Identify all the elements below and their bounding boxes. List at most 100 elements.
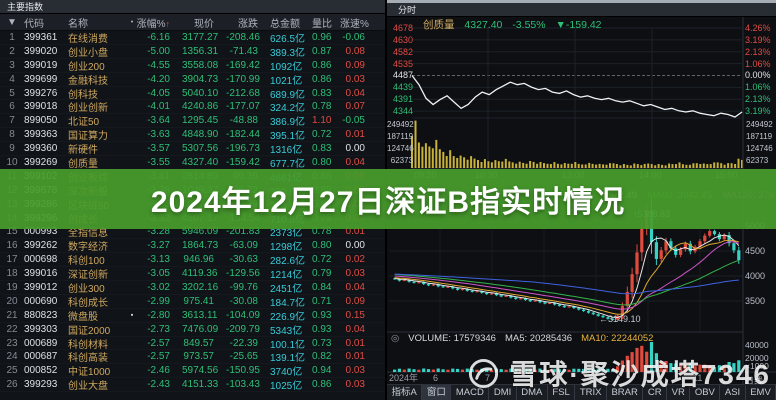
stock-code: 000689 bbox=[24, 337, 58, 349]
header-speed[interactable]: 涨速% bbox=[340, 18, 369, 30]
current-price: 5974.56 bbox=[182, 365, 219, 377]
change-amount: -99.76 bbox=[229, 281, 258, 293]
change-percent: -6.16 bbox=[147, 31, 170, 43]
toolbar-button-left-1[interactable]: 窗口 bbox=[422, 385, 452, 400]
change-amount: -30.08 bbox=[229, 295, 258, 307]
row-number: 21 bbox=[6, 309, 18, 321]
table-row[interactable]: 26 399293 创业大盘 -2.43 4151.33 -103.43 1025亿 0.86… bbox=[0, 378, 385, 392]
header-price[interactable]: 现价 bbox=[194, 18, 214, 30]
table-row[interactable]: 1 399361 在线消费 -6.16 3177.27 -208.46 626.5亿 0.96… bbox=[0, 31, 385, 45]
table-row[interactable]: 6 399018 创业创新 -4.01 4240.86 -177.07 324.2亿 0.78… bbox=[0, 100, 385, 114]
table-row[interactable]: 21 880823 微盘股 ▪ -2.80 3613.11 -104.09 226.9亿 0.9… bbox=[0, 309, 385, 323]
header-amount[interactable]: 总金额 bbox=[270, 18, 300, 30]
stock-code: 880823 bbox=[24, 309, 58, 321]
change-amount: -169.42 bbox=[226, 59, 260, 71]
change-amount: -25.65 bbox=[229, 351, 258, 363]
table-row[interactable]: 7 899050 北证50 -3.64 1295.45 -48.88 386.9亿 1.10-… bbox=[0, 114, 385, 128]
current-price: 7476.09 bbox=[182, 323, 219, 335]
change-percent: -4.20 bbox=[147, 73, 170, 85]
news-banner: 2024年12月27日深证B指实时情况 bbox=[0, 169, 776, 229]
toolbar-button-left-4[interactable]: DMA bbox=[517, 385, 548, 400]
volume-ratio: 0.83 bbox=[312, 87, 332, 99]
row-number: 1 bbox=[9, 31, 15, 43]
change-percent: -2.80 bbox=[147, 309, 170, 321]
change-percent: -3.63 bbox=[147, 129, 170, 141]
low-annotation: ←3149.10 bbox=[599, 314, 641, 324]
toolbar-button-left-11[interactable]: ASI bbox=[720, 385, 746, 400]
current-price: 4151.33 bbox=[182, 379, 219, 391]
change-amount: -182.44 bbox=[226, 129, 260, 141]
table-row[interactable]: 8 399363 国证算力 -3.63 4848.90 -182.44 395.1亿 0.72… bbox=[0, 128, 385, 142]
table-row[interactable]: 9 399360 新硬件 -3.57 5307.56 -196.73 1316亿 0.83 0.… bbox=[0, 142, 385, 156]
stock-name: 微盘股 bbox=[68, 311, 98, 323]
change-speed: 0.09 bbox=[345, 295, 365, 307]
table-row[interactable]: 20 000690 科创成长 -2.99 975.41 -30.08 184.7亿 0.71 0… bbox=[0, 295, 385, 309]
tab-intraday[interactable]: 分时 bbox=[387, 3, 776, 17]
toolbar-button-left-9[interactable]: VR bbox=[667, 385, 691, 400]
index-table-body: 1 399361 在线消费 -6.16 3177.27 -208.46 626.5亿 0.96… bbox=[0, 31, 385, 392]
table-row[interactable]: 17 000698 科创100 -3.13 946.96 -30.63 282.6亿 0.72… bbox=[0, 253, 385, 267]
row-number: 25 bbox=[6, 365, 18, 377]
change-speed: 0.03 bbox=[345, 365, 365, 377]
current-price: 5307.56 bbox=[182, 143, 219, 155]
stock-code: 899050 bbox=[24, 115, 58, 127]
stock-code: 399012 bbox=[24, 281, 58, 293]
header-code[interactable]: 代码 bbox=[24, 18, 44, 30]
stock-code: 399020 bbox=[24, 45, 58, 57]
header-diff[interactable]: 涨跌 bbox=[238, 18, 258, 30]
toolbar-button-left-2[interactable]: MACD bbox=[451, 385, 490, 400]
current-price: 4119.36 bbox=[182, 268, 218, 280]
table-row[interactable]: 15 000993 全指信息 -3.28 5946.09 -201.83 2373亿 0.78… bbox=[0, 225, 385, 239]
sort-arrow-icon[interactable]: ▼ bbox=[7, 16, 17, 28]
change-speed: 0.01 bbox=[345, 351, 365, 363]
table-row[interactable]: 22 399303 国证2000 -2.73 7476.09 -209.79 5343亿 0.… bbox=[0, 323, 385, 337]
row-number: 17 bbox=[6, 254, 18, 266]
change-amount: -170.99 bbox=[226, 73, 260, 85]
change-speed: 0.04 bbox=[345, 87, 365, 99]
change-speed: 0.09 bbox=[345, 59, 365, 71]
volume-ratio: 0.72 bbox=[312, 129, 332, 141]
index-price: 4327.40 bbox=[464, 19, 503, 31]
toolbar-button-left-5[interactable]: FSL bbox=[548, 385, 576, 400]
table-row[interactable]: 25 000852 中证1000 -2.46 5974.56 -150.95 3740亿 0.… bbox=[0, 364, 385, 378]
change-percent: -2.43 bbox=[147, 379, 170, 391]
toolbar-button-left-10[interactable]: OBV bbox=[690, 385, 721, 400]
row-number: 2 bbox=[9, 45, 15, 57]
table-row[interactable]: 3 399019 创业200 -4.55 3558.08 -169.42 1092亿 0.86… bbox=[0, 59, 385, 73]
stock-code: 000687 bbox=[24, 351, 58, 363]
change-speed: 0.01 bbox=[345, 337, 365, 349]
current-price: 5040.10 bbox=[182, 87, 219, 99]
toolbar-button-left-7[interactable]: BRAR bbox=[607, 385, 644, 400]
change-percent: -2.57 bbox=[147, 351, 170, 363]
toolbar-button-left-3[interactable]: DMI bbox=[489, 385, 517, 400]
table-row[interactable]: 19 399012 创业300 -3.02 3202.16 -99.76 2451亿 0.84… bbox=[0, 281, 385, 295]
table-row[interactable]: 5 399276 创科技 -4.05 5040.10 -212.68 689.9亿 0.83 0… bbox=[0, 87, 385, 101]
toolbar-button-left-0[interactable]: 指标A bbox=[387, 385, 423, 400]
table-row[interactable]: 4 399699 金融科技 -4.20 3904.73 -170.99 1021亿 0.86 0… bbox=[0, 73, 385, 87]
table-row[interactable]: 23 000689 科创材料 -2.57 849.57 -22.39 100.1亿 0.73 0… bbox=[0, 337, 385, 351]
table-row[interactable]: 2 399020 创业小盘 -5.00 1356.31 -71.43 389.3亿 0.87 0… bbox=[0, 45, 385, 59]
toolbar-button-left-6[interactable]: TRIX bbox=[575, 385, 607, 400]
stock-code: 000993 bbox=[24, 226, 58, 238]
header-change-percent[interactable]: 涨幅%↑ bbox=[136, 15, 182, 30]
volume-ratio: 0.86 bbox=[312, 59, 332, 71]
table-row[interactable]: 10 399269 创质量 -3.55 4327.40 -159.42 677.7亿 0.80… bbox=[0, 156, 385, 170]
eye-icon[interactable]: ◎ bbox=[391, 333, 400, 344]
row-marker: ▪ bbox=[130, 311, 134, 319]
total-amount: 626.5亿 bbox=[270, 33, 306, 45]
change-speed: 0.15 bbox=[345, 309, 365, 321]
toolbar-button-left-8[interactable]: CR bbox=[643, 385, 668, 400]
change-percent: -4.55 bbox=[147, 59, 170, 71]
tab-main-indices[interactable]: 主要指数 bbox=[0, 0, 385, 14]
stock-name: 国证2000 bbox=[68, 325, 111, 337]
intraday-chart-title: 创质量 4327.40 -3.55% ▼-159.42 bbox=[423, 17, 609, 32]
table-row[interactable]: 16 399262 数字经济 -3.27 1864.73 -63.09 1298亿 0.80 0… bbox=[0, 239, 385, 253]
header-volume-ratio[interactable]: 量比 bbox=[312, 18, 332, 30]
change-amount: -22.39 bbox=[229, 337, 258, 349]
table-row[interactable]: 18 399016 深证创新 -3.05 4119.36 -129.56 1214亿 0.79… bbox=[0, 267, 385, 281]
header-name[interactable]: 名称 bbox=[68, 18, 88, 30]
period-daily-label[interactable]: 日线 bbox=[745, 376, 764, 386]
current-price: 4848.90 bbox=[182, 129, 219, 141]
table-row[interactable]: 24 000687 科创高装 -2.57 973.57 -25.65 139.1亿 0.82 0… bbox=[0, 350, 385, 364]
